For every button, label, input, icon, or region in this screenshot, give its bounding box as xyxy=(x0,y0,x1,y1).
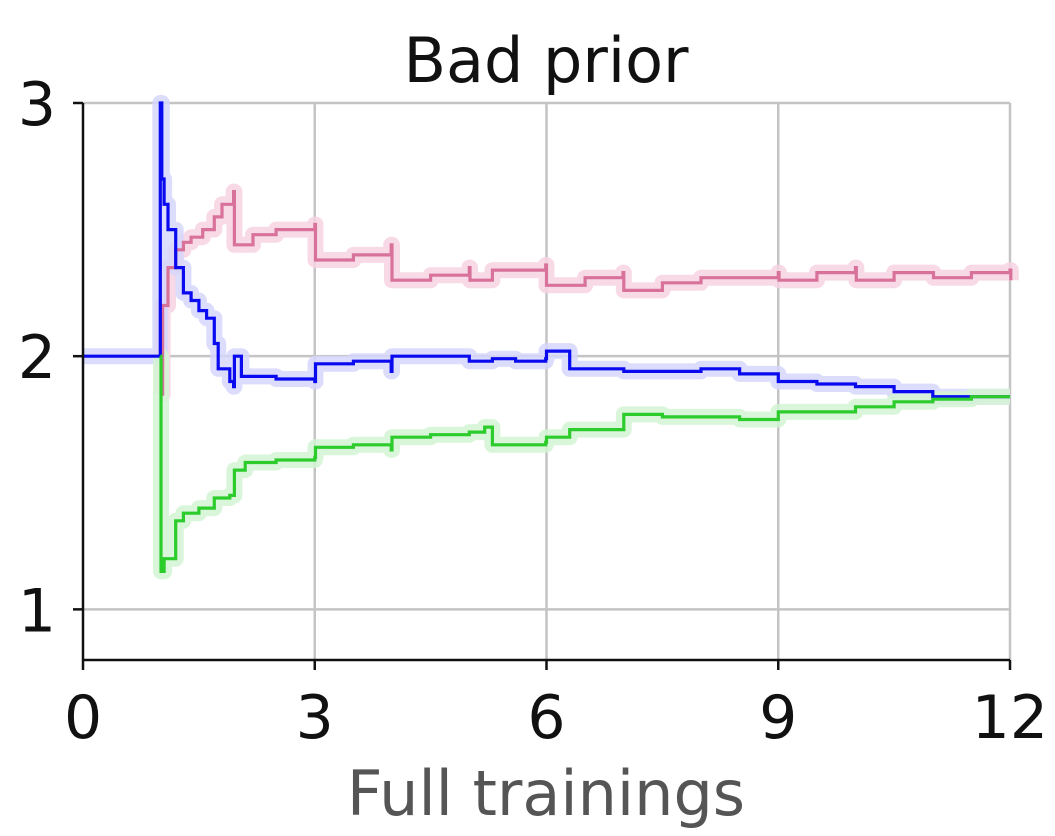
x-tick-label: 12 xyxy=(972,683,1048,753)
x-axis-label: Full trainings xyxy=(347,757,745,830)
series-line-1 xyxy=(83,101,1010,399)
x-tick-label: 9 xyxy=(759,683,797,753)
series-line-2 xyxy=(159,354,1010,573)
y-tick-label: 2 xyxy=(18,323,56,393)
axes xyxy=(73,101,1012,670)
x-tick-label: 6 xyxy=(527,683,565,753)
y-tick-label: 1 xyxy=(18,576,56,646)
y-tick-label: 3 xyxy=(18,70,56,140)
x-tick-label: 3 xyxy=(296,683,334,753)
series-line-0 xyxy=(160,190,1013,396)
series-lines xyxy=(83,101,1013,573)
chart-title: Bad prior xyxy=(403,24,689,97)
x-tick-label: 0 xyxy=(64,683,102,753)
